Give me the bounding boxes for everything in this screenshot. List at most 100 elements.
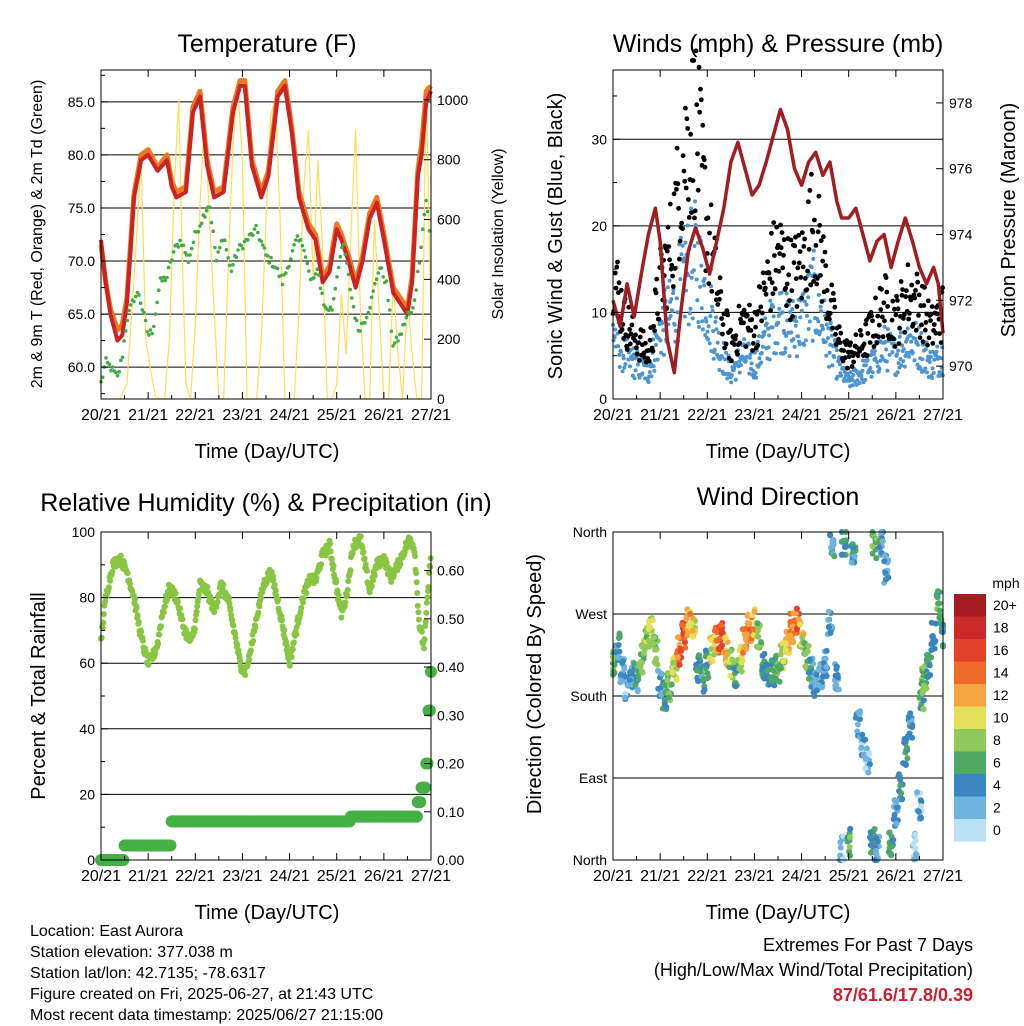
dewpoint-point — [376, 271, 381, 275]
gust-point — [683, 185, 689, 191]
colorbar-label: 10 — [993, 710, 1009, 726]
wind-point — [829, 333, 834, 338]
humidity-point — [327, 548, 334, 555]
direction-point — [652, 646, 659, 653]
wind-point — [901, 347, 906, 352]
direction-point — [912, 831, 919, 838]
direction-point — [844, 838, 851, 845]
direction-point — [821, 655, 828, 662]
direction-point — [689, 615, 696, 622]
humidity-point — [138, 628, 145, 635]
dewpoint-point — [425, 209, 430, 214]
direction-point — [847, 834, 853, 841]
direction-point — [796, 621, 803, 628]
humidity-point — [164, 596, 171, 603]
direction-point — [758, 639, 764, 646]
gust-point — [822, 249, 828, 255]
dewpoint-point — [348, 287, 353, 292]
wind-point — [783, 350, 787, 355]
gust-point — [680, 153, 686, 159]
dewpoint-point — [358, 329, 362, 333]
direction-point — [787, 632, 794, 639]
direction-point — [920, 697, 927, 704]
gust-point — [724, 308, 730, 314]
wind-point — [897, 334, 902, 339]
gust-point — [725, 312, 731, 318]
wind-point — [782, 331, 787, 336]
humidity-point — [192, 617, 199, 624]
wind-point — [923, 347, 928, 352]
direction-point — [839, 551, 846, 558]
wind-point — [675, 310, 680, 315]
direction-point — [889, 837, 896, 844]
direction-point — [891, 797, 898, 804]
wind-point — [705, 329, 710, 334]
dewpoint-point — [204, 209, 209, 213]
direction-point — [730, 665, 737, 672]
wind-point — [811, 256, 816, 261]
direction-point — [792, 610, 799, 617]
direction-point — [805, 642, 812, 649]
direction-point — [621, 666, 628, 672]
wind-point — [618, 349, 623, 354]
wind-point — [898, 357, 903, 362]
gust-point — [876, 322, 882, 328]
gust-point — [917, 335, 923, 341]
gust-point — [858, 332, 864, 338]
dewpoint-point — [150, 331, 154, 336]
dewpoint-point — [128, 303, 133, 307]
direction-point — [658, 670, 665, 677]
direction-point — [897, 782, 904, 789]
direction-point — [909, 722, 916, 728]
y-tick-label: 80.0 — [68, 147, 95, 163]
speed-colorbar: mph 20+ 18 16 14 12 10 8 6 4 2 0 — [954, 575, 1020, 842]
wind-point — [824, 322, 829, 327]
dewpoint-point — [343, 252, 348, 257]
dewpoint-point — [155, 300, 159, 305]
humidity-point — [255, 609, 262, 616]
dewpoint-point — [107, 362, 112, 367]
wind-point — [842, 370, 847, 374]
wind-point — [895, 370, 900, 375]
dewpoint-point — [124, 329, 128, 333]
wind-point — [909, 339, 914, 344]
dewpoint-point — [216, 250, 220, 254]
direction-point — [825, 616, 832, 623]
dewpoint-point — [109, 368, 113, 373]
gust-point — [794, 304, 800, 309]
wind-point — [717, 368, 722, 372]
gust-point — [841, 348, 847, 354]
gust-point — [686, 197, 691, 202]
direction-title: Wind Direction — [697, 483, 860, 511]
direction-point — [818, 684, 825, 691]
gust-point — [737, 340, 743, 346]
direction-point — [934, 588, 941, 595]
humidity-point — [422, 618, 429, 625]
wind-point — [672, 322, 677, 327]
gust-point — [647, 337, 653, 343]
direction-point — [851, 553, 858, 560]
gust-point — [810, 229, 816, 235]
wind-point — [871, 352, 876, 357]
station-info: Location: East Aurora Station elevation:… — [30, 921, 383, 1026]
humidity-point — [342, 599, 349, 606]
direction-point — [636, 663, 643, 670]
wind-point — [690, 316, 695, 321]
gust-point — [691, 58, 697, 63]
direction-point — [869, 550, 876, 557]
gust-point — [912, 295, 918, 301]
wind-point — [714, 315, 718, 320]
direction-point — [936, 600, 943, 607]
wind-point — [820, 327, 825, 332]
wind-point — [890, 350, 895, 355]
humidity-point — [152, 650, 159, 657]
wind-point — [780, 310, 785, 315]
gust-point — [759, 318, 764, 324]
wind-point — [857, 381, 862, 385]
dewpoint-point — [178, 238, 182, 243]
gust-point — [719, 316, 724, 321]
gust-point — [849, 364, 855, 369]
wind-point — [792, 344, 797, 349]
dewpoint-point — [369, 295, 374, 300]
gust-point — [812, 217, 817, 223]
